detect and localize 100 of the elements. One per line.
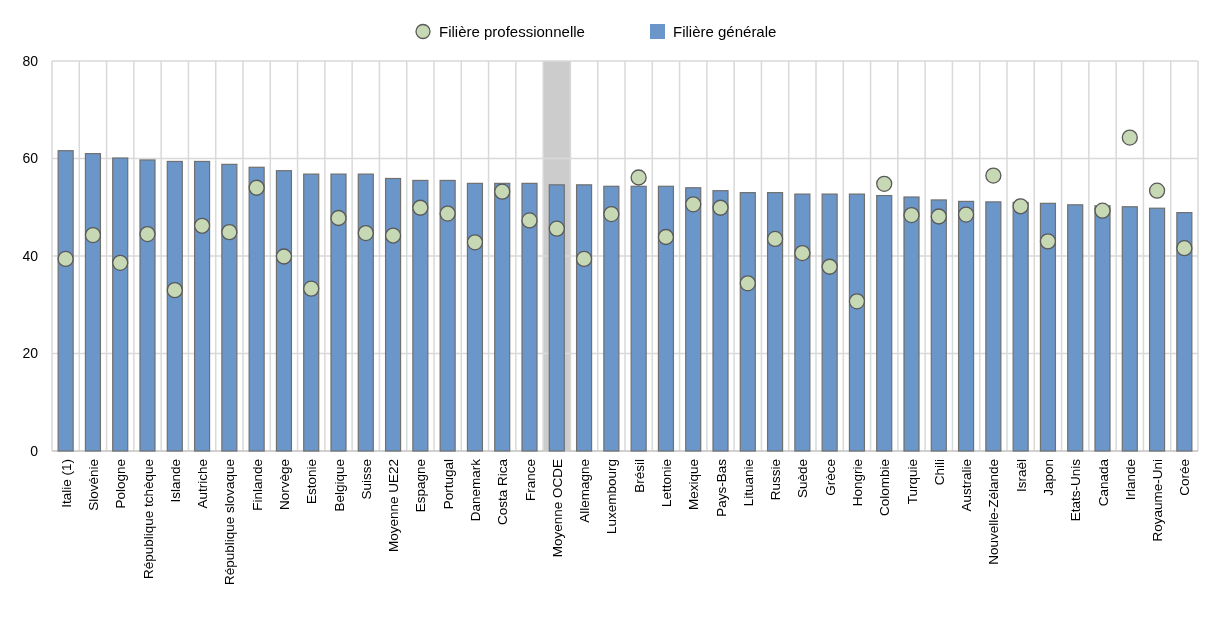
- bar: [57, 150, 74, 452]
- point: [193, 217, 211, 234]
- point: [1176, 240, 1193, 257]
- point: [766, 230, 784, 248]
- x-tick-label: Allemagne: [577, 459, 593, 523]
- point: [466, 234, 484, 251]
- x-tick-label: Hongrie: [849, 459, 865, 507]
- point: [603, 205, 620, 223]
- bar: [439, 179, 456, 452]
- x-tick-label: Pays-Bas: [713, 458, 729, 517]
- bar: [412, 179, 429, 452]
- point: [575, 250, 593, 268]
- point: [1039, 233, 1057, 250]
- x-tick-label: Grèce: [822, 459, 838, 496]
- x-tick-label: Colombie: [877, 459, 893, 517]
- y-tick-label: 0: [30, 442, 39, 459]
- bar: [521, 182, 538, 452]
- bar: [248, 166, 265, 452]
- x-tick-label: Finlande: [249, 459, 265, 511]
- legend-label: Filière professionnelle: [439, 22, 585, 40]
- point: [548, 220, 565, 237]
- bar: [603, 185, 620, 452]
- y-tick-label: 80: [22, 52, 39, 69]
- x-tick-label: Chili: [931, 459, 947, 486]
- x-tick-label: Mexique: [686, 459, 702, 511]
- x-tick-label: Nouvelle-Zélande: [986, 459, 1002, 565]
- x-tick-label: Moyenne OCDE: [549, 459, 565, 558]
- bar: [357, 173, 374, 452]
- bar: [384, 177, 402, 452]
- point: [412, 199, 429, 216]
- bar: [112, 157, 129, 452]
- point: [821, 258, 838, 275]
- point: [303, 280, 320, 297]
- bar: [303, 173, 320, 452]
- point: [275, 248, 293, 265]
- x-tick-label: Canada: [1095, 458, 1111, 507]
- x-tick-label: Pologne: [113, 459, 129, 509]
- bar: [766, 192, 784, 452]
- bar: [494, 182, 511, 452]
- x-tick-label: Irlande: [1122, 459, 1138, 501]
- bar: [876, 194, 893, 452]
- x-tick-label: Japon: [1040, 459, 1056, 496]
- y-tick-label: 40: [22, 247, 39, 264]
- point: [139, 225, 156, 243]
- point: [1094, 202, 1111, 219]
- bar: [712, 190, 729, 452]
- point: [166, 281, 183, 299]
- point: [903, 206, 920, 224]
- x-tick-label: Islande: [167, 459, 183, 503]
- x-tick-label: Norvège: [276, 459, 292, 511]
- x-tick-label: Australie: [959, 459, 975, 512]
- bar: [657, 185, 675, 452]
- bar: [139, 159, 156, 452]
- point: [1012, 198, 1029, 215]
- x-tick-label: Suède: [795, 459, 811, 499]
- x-tick-label: République slovaque: [222, 459, 238, 586]
- x-tick-label: Belgique: [331, 459, 347, 512]
- bar: [1176, 212, 1193, 452]
- point: [712, 199, 729, 216]
- x-tick-label: République tchèque: [140, 459, 156, 580]
- x-tick-label: Estonie: [304, 459, 320, 505]
- point: [1121, 129, 1138, 146]
- point: [985, 167, 1002, 184]
- bar: [466, 182, 484, 452]
- point: [739, 275, 756, 292]
- x-tick-label: Espagne: [413, 459, 429, 513]
- bar: [166, 160, 183, 452]
- bar: [275, 170, 293, 452]
- point: [876, 175, 893, 192]
- bar: [903, 196, 920, 452]
- bar: [193, 160, 211, 452]
- x-tick-label: Portugal: [440, 459, 456, 510]
- bar: [1012, 201, 1029, 452]
- point: [221, 223, 238, 241]
- x-tick-label: Corée: [1177, 459, 1193, 496]
- x-tick-label: Luxembourg: [604, 459, 620, 535]
- bar: [794, 193, 811, 452]
- bar: [630, 185, 647, 452]
- bar: [957, 200, 975, 452]
- bar: [575, 184, 593, 452]
- x-tick-label: Lituanie: [740, 459, 756, 507]
- point: [357, 224, 374, 242]
- bar: [1094, 205, 1111, 452]
- y-tick-label: 20: [22, 345, 39, 362]
- point: [330, 209, 347, 227]
- point: [439, 205, 456, 222]
- point: [521, 212, 538, 229]
- x-tick-label: Royaume-Uni: [1150, 459, 1166, 542]
- point: [930, 208, 947, 225]
- x-tick-label: Etats-Unis: [1068, 458, 1084, 522]
- point: [494, 183, 511, 200]
- point: [1148, 182, 1166, 199]
- x-tick-label: Russie: [768, 459, 784, 501]
- point: [84, 226, 102, 244]
- bar: [739, 192, 756, 452]
- point: [794, 244, 811, 262]
- x-tick-label: Israël: [1013, 459, 1029, 493]
- bar: [84, 153, 102, 452]
- bar: [221, 163, 238, 452]
- point: [57, 250, 74, 268]
